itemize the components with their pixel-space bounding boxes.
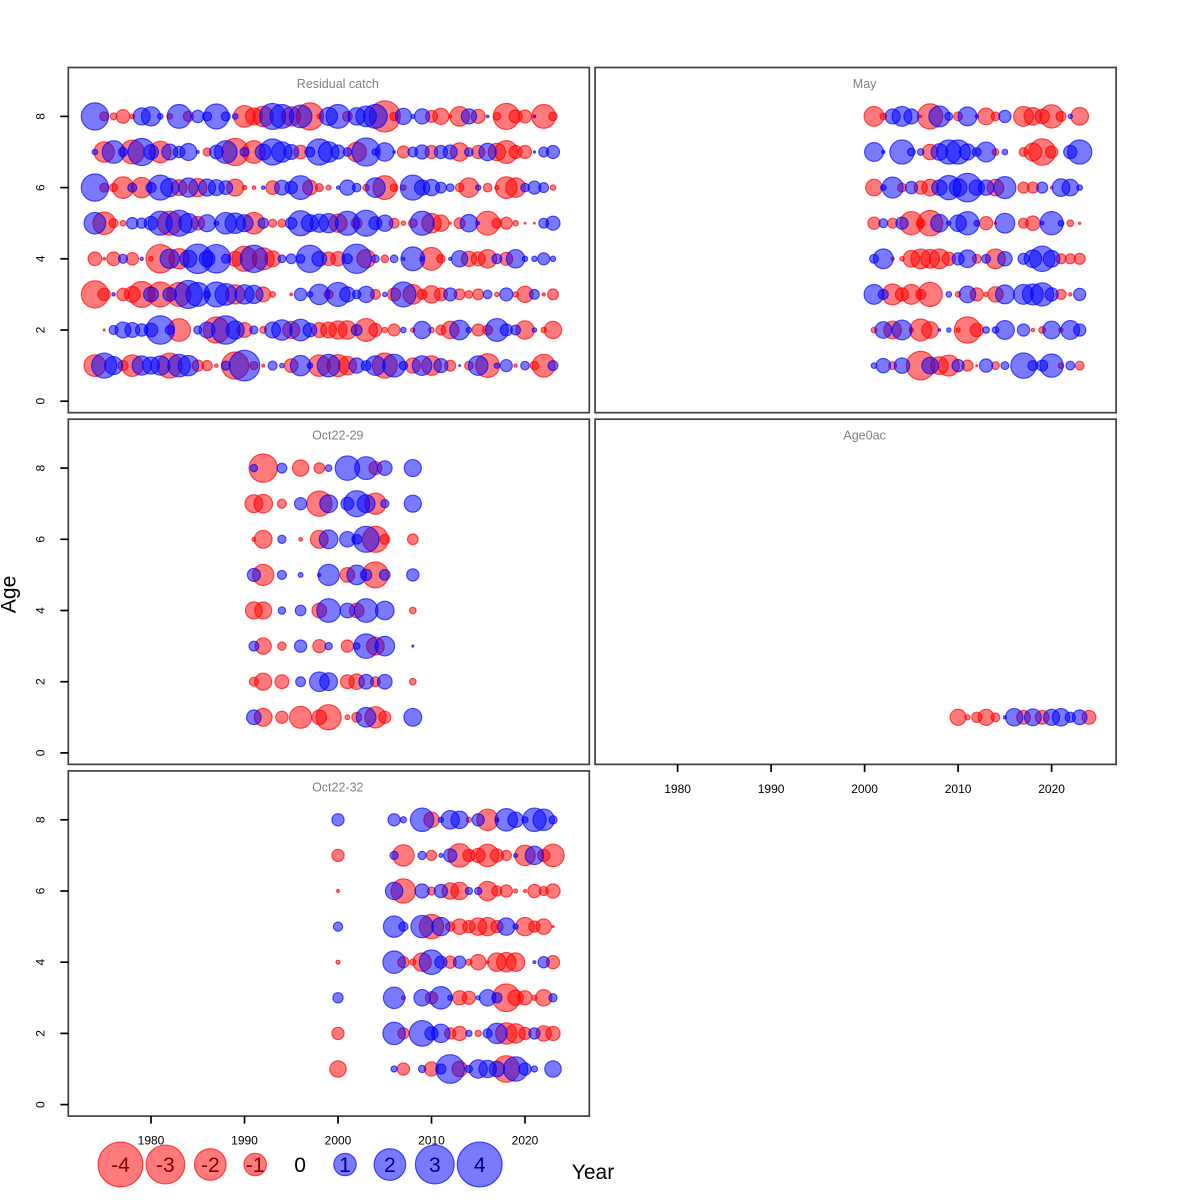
svg-text:6: 6 [34, 887, 48, 894]
svg-text:2020: 2020 [1038, 782, 1065, 796]
svg-text:Residual catch: Residual catch [297, 77, 379, 91]
svg-text:1980: 1980 [664, 782, 691, 796]
svg-text:4: 4 [34, 959, 48, 966]
svg-text:1990: 1990 [231, 1134, 258, 1148]
svg-text:Year: Year [572, 1161, 614, 1184]
svg-text:2020: 2020 [512, 1134, 539, 1148]
svg-text:6: 6 [34, 184, 48, 191]
svg-text:Age: Age [0, 576, 21, 613]
svg-text:6: 6 [34, 536, 48, 543]
svg-text:1990: 1990 [758, 782, 785, 796]
svg-text:Oct22-29: Oct22-29 [312, 429, 363, 443]
svg-text:4: 4 [34, 255, 48, 262]
svg-text:0: 0 [34, 1101, 48, 1108]
svg-text:0: 0 [34, 749, 48, 756]
svg-text:4: 4 [34, 607, 48, 614]
svg-text:May: May [853, 77, 877, 91]
svg-text:2: 2 [34, 1030, 48, 1037]
svg-text:8: 8 [34, 113, 48, 120]
svg-text:0: 0 [34, 398, 48, 405]
svg-text:8: 8 [34, 816, 48, 823]
svg-text:2000: 2000 [851, 782, 878, 796]
svg-text:Age0ac: Age0ac [843, 429, 885, 443]
svg-text:Oct22-32: Oct22-32 [312, 780, 363, 794]
svg-text:2010: 2010 [418, 1134, 445, 1148]
svg-text:2: 2 [34, 678, 48, 685]
svg-text:2000: 2000 [325, 1134, 352, 1148]
svg-text:0: 0 [294, 1154, 306, 1177]
svg-text:2: 2 [34, 326, 48, 333]
svg-text:1980: 1980 [138, 1134, 165, 1148]
svg-text:8: 8 [34, 464, 48, 471]
svg-text:2010: 2010 [945, 782, 972, 796]
